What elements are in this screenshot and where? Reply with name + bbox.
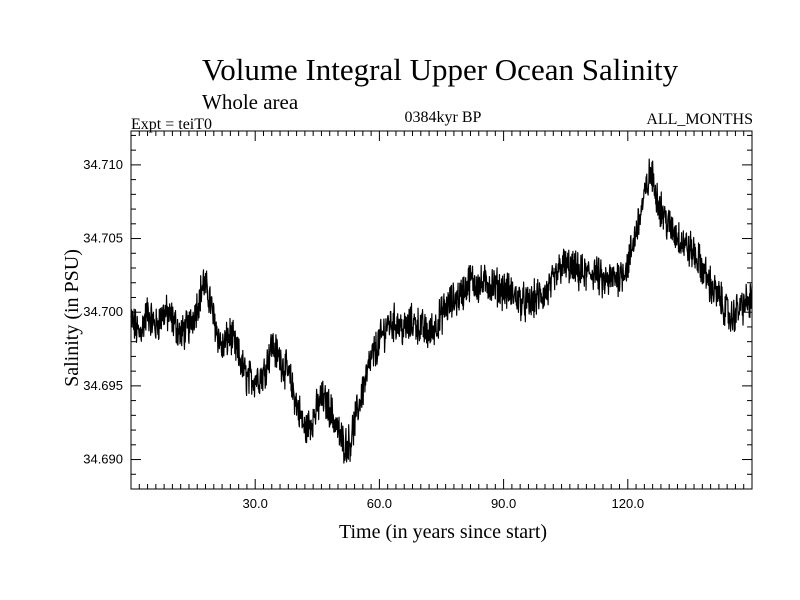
axis-ticks [131,131,752,489]
y-tick-label: 34.705 [83,231,123,246]
y-tick-label: 34.700 [83,304,123,319]
x-axis-label: Time (in years since start) [338,521,548,543]
salinity-series-line [130,158,753,464]
x-tick-label: 60.0 [367,496,392,511]
x-tick-label: 30.0 [243,496,268,511]
chart-subtitle: Whole area [202,90,299,114]
chart-title: Volume Integral Upper Ocean Salinity [201,52,679,87]
y-tick-label: 34.690 [83,452,123,467]
y-tick-label: 34.695 [83,378,123,393]
months-label: ALL_MONTHS [646,111,753,128]
axis-tick-labels: 30.0 60.0 90.0 120.0 34.690 34.695 34.700 34.70… [83,157,644,511]
x-tick-label: 90.0 [491,496,516,511]
y-tick-label: 34.710 [83,157,123,172]
period-label: 0384kyr BP [404,109,482,126]
experiment-label: Expt = teiT0 [131,116,213,133]
x-tick-label: 120.0 [612,496,645,511]
